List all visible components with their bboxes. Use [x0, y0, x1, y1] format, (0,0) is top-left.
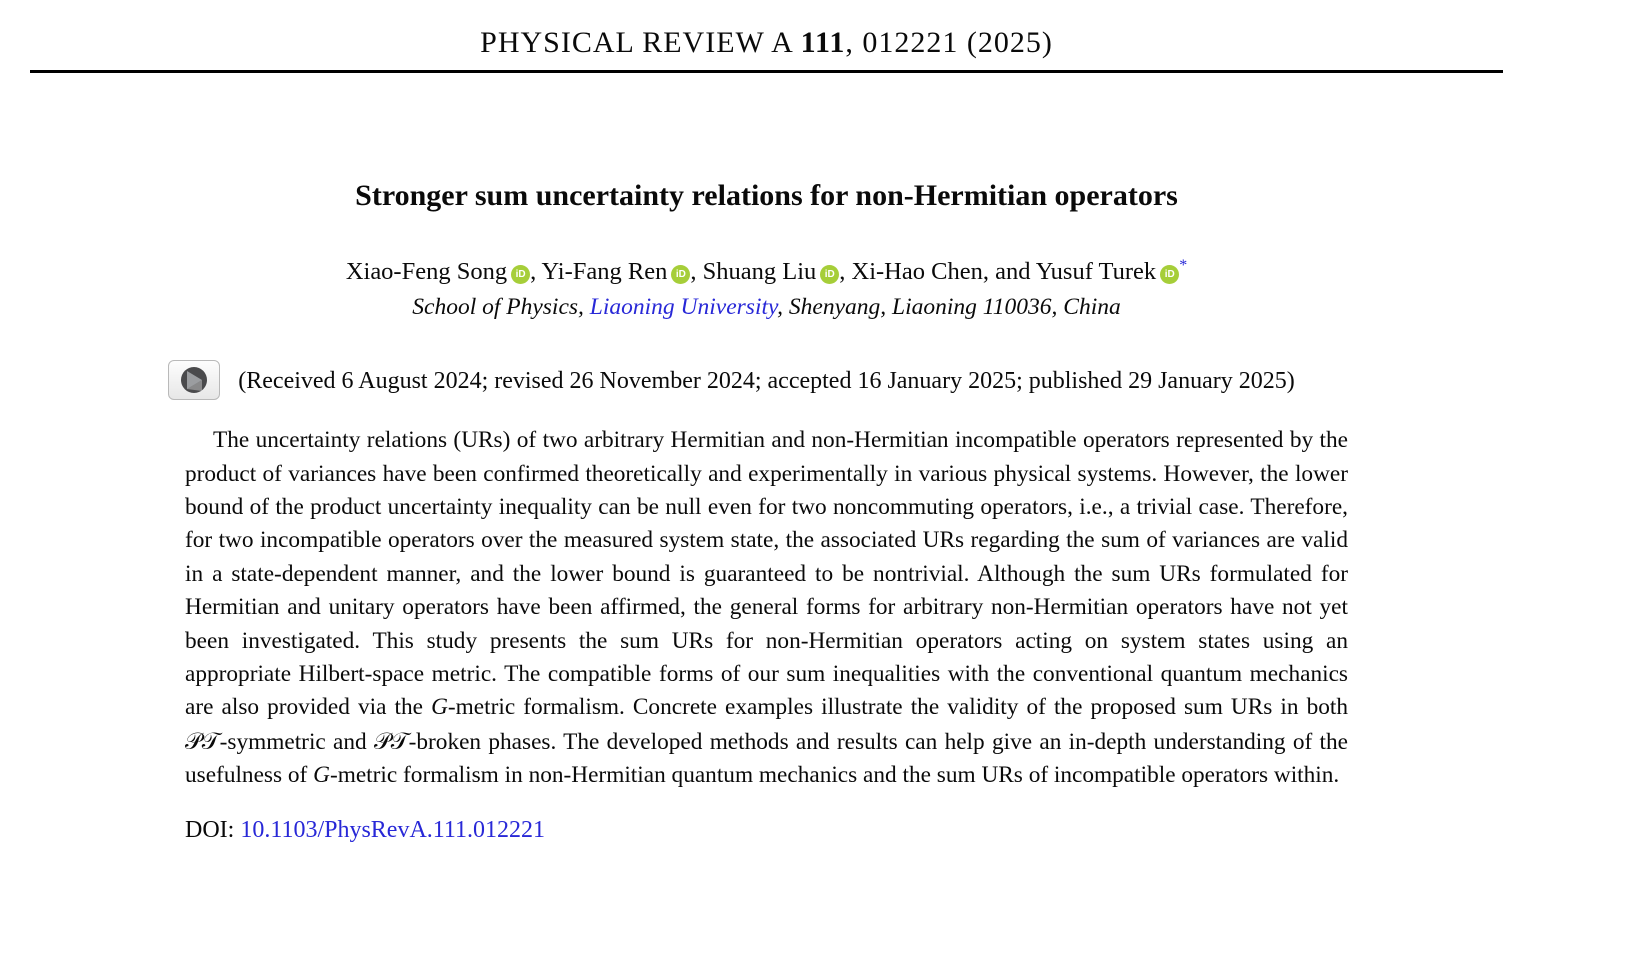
- journal-volume: 111: [800, 26, 846, 59]
- received-row: (Received 6 August 2024; revised 26 Nove…: [30, 360, 1503, 402]
- abstract-script-segment: 𝒫𝒯: [373, 727, 409, 755]
- orcid-icon[interactable]: iD: [511, 265, 531, 285]
- header-rule: [30, 70, 1503, 73]
- page-column: PHYSICAL REVIEW A 111, 012221 (2025) Str…: [30, 0, 1503, 844]
- affiliation: School of Physics, Liaoning University, …: [30, 292, 1503, 322]
- journal-name: PHYSICAL REVIEW A: [480, 26, 801, 59]
- author-name: Xi-Hao Chen: [851, 258, 983, 286]
- affiliation-prefix: School of Physics,: [412, 294, 590, 321]
- journal-header: PHYSICAL REVIEW A 111, 012221 (2025): [30, 0, 1503, 62]
- journal-issue-info: , 012221 (2025): [845, 26, 1053, 59]
- author-name: Yi-Fang Ren: [541, 258, 668, 286]
- received-dates: (Received 6 August 2024; revised 26 Nove…: [238, 368, 1295, 395]
- abstract-text: The uncertainty relations (URs) of two a…: [185, 424, 1348, 792]
- corresponding-author-mark[interactable]: *: [1179, 257, 1188, 274]
- author-name: Xiao-Feng Song: [345, 258, 508, 286]
- abstract-italic-segment: G: [313, 762, 330, 789]
- authors-line: Xiao-Feng Song iD, Yi-Fang Ren iD, Shuang …: [345, 257, 1188, 286]
- orcid-icon[interactable]: iD: [820, 265, 840, 285]
- abstract-segment: -metric formalism. Concrete examples ill…: [447, 694, 1349, 721]
- affiliation-institution-link[interactable]: Liaoning University: [589, 294, 778, 321]
- abstract-segment: -broken phases. The developed methods an…: [185, 728, 1348, 789]
- orcid-icon[interactable]: iD: [1160, 265, 1180, 285]
- orcid-icon[interactable]: iD: [671, 265, 691, 285]
- author-name: Shuang Liu: [702, 258, 817, 286]
- paper-title: Stronger sum uncertainty relations for n…: [355, 179, 1178, 212]
- crossmark-logo-glyph: [181, 367, 207, 394]
- doi-link[interactable]: 10.1103/PhysRevA.111.012221: [240, 816, 546, 843]
- abstract-italic-segment: G: [431, 694, 448, 721]
- abstract-segment: -metric formalism in non-Hermitian quant…: [329, 762, 1340, 789]
- abstract-script-segment: 𝒫𝒯: [185, 727, 220, 755]
- doi-label: DOI:: [185, 816, 241, 843]
- abstract-segment: The uncertainty relations (URs) of two a…: [185, 427, 1348, 721]
- crossmark-icon[interactable]: [168, 360, 220, 401]
- author-name: Yusuf Turek: [1035, 258, 1157, 286]
- doi-line: DOI: 10.1103/PhysRevA.111.012221: [185, 817, 1348, 844]
- abstract-segment: -symmetric and: [219, 728, 374, 755]
- affiliation-suffix: , Shenyang, Liaoning 110036, China: [777, 294, 1121, 321]
- abstract-wrap: The uncertainty relations (URs) of two a…: [185, 424, 1348, 792]
